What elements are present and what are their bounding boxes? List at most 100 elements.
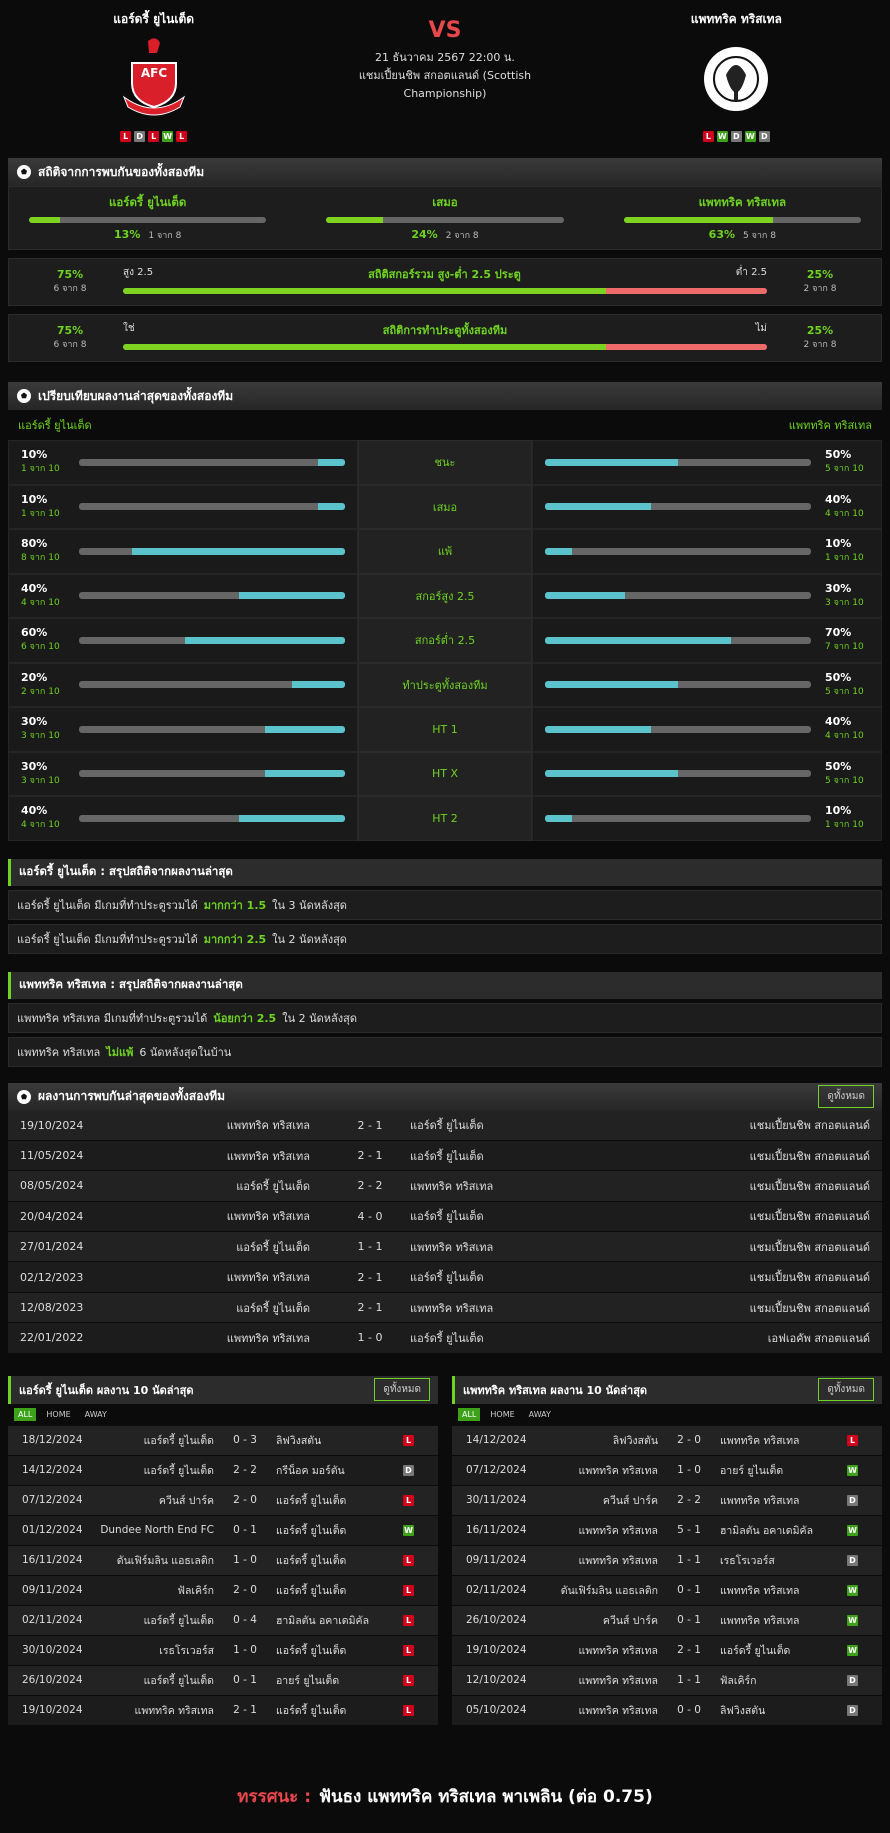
tab[interactable]: HOME bbox=[490, 1410, 515, 1420]
summary-part: แอร์ดรี้ ยูไนเต็ด มีเกมที่ทำประตูรวมได้ bbox=[17, 898, 198, 912]
match-meta: 21 ธันวาคม 2567 22:00 น. แชมเปี้ยนชิพ สกอ… bbox=[355, 49, 535, 103]
section-title: สถิติจากการพบกันของทั้งสองทีม bbox=[38, 164, 205, 179]
panel-title: แพททริค ทริสเทล ผลงาน 10 นัดล่าสุด bbox=[463, 1383, 648, 1397]
panel-header: แอร์ดรี้ ยูไนเต็ด ผลงาน 10 นัดล่าสุด ดูทั… bbox=[8, 1375, 438, 1404]
recent-panels: แอร์ดรี้ ยูไนเต็ด ผลงาน 10 นัดล่าสุด ดูทั… bbox=[8, 1375, 882, 1726]
match-result: D bbox=[403, 1464, 414, 1476]
home-fill bbox=[238, 592, 345, 600]
view-all-button[interactable]: ดูทั้งหมด bbox=[818, 1378, 874, 1402]
match-score: 1 - 0 bbox=[233, 1554, 257, 1567]
away-fill bbox=[545, 547, 572, 555]
match-row: 12/10/2024 แพททริค ทริสเทล 1 - 1 ฟัลเคิร์ก D bbox=[452, 1665, 882, 1696]
match-away: กรีน็อค มอร์ตัน bbox=[276, 1464, 345, 1477]
away-fill bbox=[545, 725, 652, 733]
home-stat: 60% 6 จาก 10 bbox=[21, 626, 65, 654]
match-home: แอร์ดรี้ ยูไนเต็ด bbox=[143, 1614, 214, 1627]
home-fill bbox=[318, 458, 345, 466]
away-sub: 5 จาก 10 bbox=[825, 686, 864, 697]
view-all-button[interactable]: ดูทั้งหมด bbox=[818, 1085, 874, 1108]
outcome-pct: 13% bbox=[114, 228, 141, 241]
match-row: 19/10/2024 แพททริค ทริสเทล 2 - 1 แอร์ดรี้ ย… bbox=[452, 1635, 882, 1666]
outcome-pct: 63% bbox=[708, 228, 736, 241]
summary-part: ไม่แพ้ bbox=[106, 1045, 134, 1059]
form-badge: W bbox=[744, 131, 756, 142]
home-stat: 30% 3 จาก 10 bbox=[21, 760, 65, 788]
match-date: 18/12/2024 bbox=[22, 1434, 83, 1447]
result-cell: แพททริค ทริสเทล bbox=[226, 1119, 310, 1133]
match-score: 0 - 1 bbox=[233, 1524, 257, 1537]
away-bar bbox=[545, 503, 811, 511]
match-row: 19/10/2024 แพททริค ทริสเทล 2 - 1 แอร์ดรี้ ย… bbox=[8, 1695, 438, 1726]
match-away: ลิฟวิงสตัน bbox=[276, 1434, 322, 1447]
away-bar bbox=[545, 636, 811, 644]
match-result: L bbox=[403, 1584, 414, 1596]
tab[interactable]: AWAY bbox=[528, 1410, 551, 1420]
home-pct: 60% bbox=[21, 626, 48, 640]
result-cell: 1 - 1 bbox=[357, 1240, 383, 1254]
result-row: 22/01/2022 แพททริค ทริสเทล 1 - 0 แอร์ดรี้ ย… bbox=[8, 1323, 882, 1354]
match-result: L bbox=[403, 1644, 414, 1656]
away-sub: 1 จาก 10 bbox=[825, 553, 864, 564]
home-bar bbox=[79, 725, 345, 733]
tab[interactable]: HOME bbox=[46, 1410, 71, 1420]
home-fill bbox=[238, 814, 345, 822]
summary-line: แพททริค ทริสเทล ไม่แพ้ 6 นัดหลังสุดในบ้าน bbox=[8, 1036, 882, 1067]
result-cell: 27/01/2024 bbox=[20, 1240, 84, 1254]
vs-column: VS 21 ธันวาคม 2567 22:00 น. แชมเปี้ยนชิพ ส… bbox=[299, 8, 590, 158]
match-date: 14/12/2024 bbox=[22, 1464, 83, 1477]
tab[interactable]: ALL bbox=[458, 1408, 481, 1422]
match-away: ฮามิลตัน อคาเดมิคัล bbox=[276, 1614, 370, 1627]
home-fill bbox=[132, 547, 345, 555]
away-pct: 10% bbox=[825, 537, 852, 551]
result-cell: 11/05/2024 bbox=[20, 1149, 84, 1163]
home-fill bbox=[291, 681, 345, 689]
outcome-fill bbox=[623, 217, 774, 223]
match-home: แพททริค ทริสเทล bbox=[578, 1704, 658, 1717]
match-home: แพททริค ทริสเทล bbox=[578, 1524, 658, 1537]
match-result: W bbox=[847, 1584, 858, 1596]
match-home: Dundee North End FC bbox=[100, 1524, 214, 1537]
tab[interactable]: ALL bbox=[14, 1408, 37, 1422]
result-cell: 4 - 0 bbox=[357, 1209, 383, 1223]
compare-label: แพ้ bbox=[358, 529, 532, 574]
home-logo: AFC bbox=[122, 38, 185, 116]
match-away: อายร์ ยูไนเต็ด bbox=[276, 1674, 340, 1687]
match-home: ดันเฟิร์มลิน แอธเลติก bbox=[116, 1554, 214, 1567]
match-result: L bbox=[403, 1614, 414, 1626]
form-badge: L bbox=[120, 131, 132, 142]
summary-line: แอร์ดรี้ ยูไนเต็ด มีเกมที่ทำประตูรวมได้ ม… bbox=[8, 923, 882, 954]
result-cell: 19/10/2024 bbox=[20, 1118, 84, 1132]
view-all-button[interactable]: ดูทั้งหมด bbox=[374, 1378, 430, 1402]
tab[interactable]: AWAY bbox=[84, 1410, 107, 1420]
right-pct: 25% bbox=[806, 324, 834, 337]
summary-part: แอร์ดรี้ ยูไนเต็ด มีเกมที่ทำประตูรวมได้ bbox=[17, 932, 198, 946]
compare-row: 30% 3 จาก 10 HT X 50% 5 จาก 10 bbox=[8, 751, 882, 796]
result-cell: แพททริค ทริสเทล bbox=[226, 1271, 310, 1285]
match-row: 01/12/2024 Dundee North End FC 0 - 1 แอร์ดร… bbox=[8, 1515, 438, 1546]
match-away: แพททริค ทริสเทล bbox=[720, 1584, 800, 1597]
section-title: เปรียบเทียบผลงานล่าสุดของทั้งสองทีม bbox=[38, 388, 234, 403]
match-score: 1 - 1 bbox=[677, 1674, 701, 1687]
outcome-fill bbox=[326, 217, 384, 223]
panel-header: แพททริค ทริสเทล ผลงาน 10 นัดล่าสุด ดูทั้ง… bbox=[452, 1375, 882, 1404]
ball bbox=[17, 389, 31, 403]
left-fill bbox=[123, 288, 606, 294]
match-home: ควีนส์ ปาร์ค bbox=[602, 1614, 658, 1627]
match-home: แพททริค ทริสเทล bbox=[134, 1704, 214, 1717]
result-cell: แอร์ดรี้ ยูไนเต็ด bbox=[410, 1271, 484, 1285]
match-score: 2 - 0 bbox=[233, 1494, 257, 1507]
summary-header: แอร์ดรี้ ยูไนเต็ด : สรุปสถิติจากผลงานล่า… bbox=[8, 858, 882, 886]
vs-label: VS bbox=[428, 18, 462, 43]
outcome-label: 13% 1 จาก 8 bbox=[29, 228, 266, 242]
away-bar bbox=[545, 770, 811, 778]
match-home: แพททริค ทริสเทล bbox=[578, 1674, 658, 1687]
match-away: แอร์ดรี้ ยูไนเต็ด bbox=[276, 1644, 347, 1657]
home-cell: 20% 2 จาก 10 bbox=[8, 662, 358, 707]
outcome-label: 24% 2 จาก 8 bbox=[326, 228, 563, 242]
away-pct: 30% bbox=[825, 581, 852, 595]
home-bar bbox=[79, 814, 345, 822]
away-sub: 5 จาก 10 bbox=[825, 464, 864, 475]
outcome-label: 63% 5 จาก 8 bbox=[624, 228, 861, 242]
match-home: แอร์ดรี้ ยูไนเต็ด bbox=[143, 1674, 214, 1687]
home-bar bbox=[79, 547, 345, 555]
